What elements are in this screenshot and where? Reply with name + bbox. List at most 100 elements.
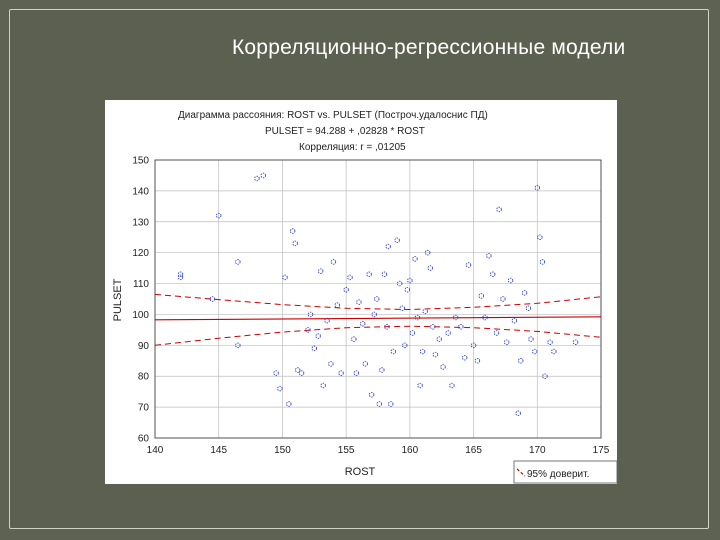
x-tick-label: 140: [147, 445, 164, 456]
data-point: [277, 385, 283, 392]
x-tick-label: 175: [593, 445, 610, 456]
y-tick-label: 110: [133, 279, 149, 290]
data-point: [328, 361, 334, 367]
data-point: [305, 327, 311, 333]
data-point: [359, 320, 366, 327]
data-point: [387, 401, 394, 407]
data-point: [412, 256, 418, 262]
data-point: [539, 259, 546, 265]
data-point: [371, 311, 377, 318]
data-point: [430, 324, 436, 330]
x-tick-label: 170: [529, 445, 546, 456]
data-point: [517, 358, 524, 364]
data-point: [474, 358, 481, 364]
data-point: [315, 333, 321, 339]
data-point: [489, 271, 496, 278]
data-point: [537, 234, 543, 240]
data-point: [343, 286, 349, 293]
data-point: [317, 268, 324, 274]
slide-title: Корреляционно-регрессионные модели: [232, 36, 626, 59]
data-point: [385, 243, 391, 250]
data-point: [330, 259, 337, 265]
data-point: [551, 348, 557, 355]
data-point: [289, 228, 296, 234]
data-point: [292, 240, 298, 247]
data-point: [449, 382, 455, 389]
y-tick-label: 80: [138, 372, 150, 383]
x-axis-label: ROST: [345, 466, 376, 478]
data-point: [515, 410, 521, 417]
data-point: [286, 401, 292, 407]
x-tick-label: 155: [338, 445, 355, 456]
y-tick-label: 90: [138, 341, 150, 352]
data-point: [500, 296, 506, 302]
data-point: [307, 311, 314, 318]
chart-equation: PULSET = 94.288 + ,02828 * ROST: [265, 126, 425, 137]
data-point: [445, 330, 451, 336]
data-point: [478, 293, 484, 299]
y-tick-label: 130: [132, 217, 149, 228]
data-point: [366, 271, 372, 278]
data-point: [376, 401, 383, 407]
scatter-chart: Диаграмма рассояния: ROST vs. PULSET (По…: [112, 110, 617, 484]
data-point: [347, 274, 353, 281]
data-point: [373, 296, 380, 302]
data-point: [409, 330, 416, 336]
data-point: [273, 370, 279, 376]
data-point: [436, 336, 442, 342]
data-point: [209, 296, 216, 302]
data-point: [362, 361, 369, 367]
data-point: [254, 175, 260, 182]
y-tick-label: 140: [132, 186, 149, 197]
data-point: [422, 308, 428, 315]
data-point: [356, 299, 362, 305]
data-point: [547, 339, 553, 345]
data-point: [503, 339, 510, 345]
data-point: [177, 271, 184, 278]
legend-box: [513, 460, 617, 484]
data-point: [298, 370, 305, 376]
regression-line: [154, 316, 602, 321]
plot-area: 60 70 80 90 100 110 120 130 140 150 140 145 150 155 16…: [132, 156, 609, 457]
x-tick-label: 160: [402, 445, 419, 456]
data-point: [458, 324, 464, 330]
data-point: [414, 314, 421, 321]
legend: 95% доверит.: [513, 460, 617, 484]
data-point: [235, 259, 241, 265]
data-point: [507, 277, 514, 284]
data-point: [461, 354, 468, 361]
data-point: [390, 348, 397, 355]
data-point: [486, 253, 492, 259]
data-point: [402, 342, 408, 349]
data-point: [511, 317, 518, 324]
data-point: [534, 185, 541, 191]
data-point: [379, 367, 385, 373]
data-point: [419, 348, 426, 355]
data-point: [324, 317, 330, 324]
data-point: [525, 305, 532, 312]
y-tick-label: 70: [138, 403, 150, 414]
confidence-upper-line: [154, 293, 602, 311]
data-point: [399, 305, 405, 312]
data-point: [452, 314, 459, 321]
data-point: [353, 370, 360, 376]
data-point: [470, 342, 477, 349]
chart-title: Диаграмма рассояния: ROST vs. PULSET (По…: [178, 110, 488, 121]
data-point: [407, 277, 413, 284]
data-point: [311, 345, 318, 352]
data-point: [396, 280, 403, 287]
data-point: [215, 212, 222, 219]
data-point: [493, 330, 500, 336]
data-point: [528, 336, 534, 342]
data-point: [440, 364, 446, 370]
data-point: [384, 324, 390, 330]
legend-label: 95% доверит.: [527, 469, 589, 480]
data-point: [320, 382, 326, 389]
data-point: [432, 351, 439, 358]
data-point: [542, 373, 548, 379]
data-point: [294, 367, 301, 373]
x-tick-label: 145: [210, 445, 227, 456]
data-point: [260, 172, 267, 179]
data-point: [465, 262, 472, 268]
y-tick-label: 150: [132, 156, 149, 167]
